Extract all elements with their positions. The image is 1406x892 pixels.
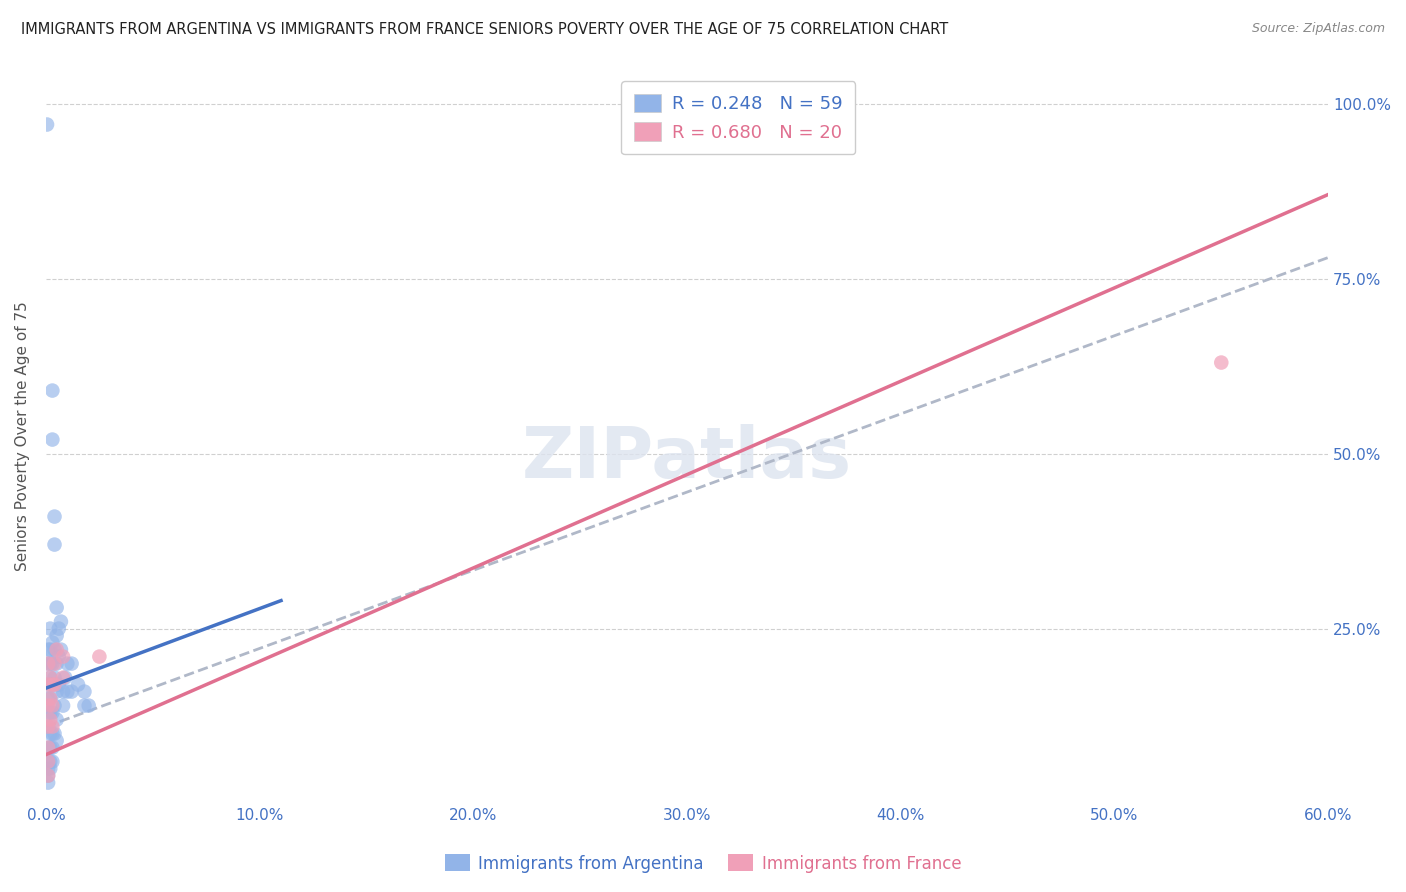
Point	[89, 649, 111, 664]
Point	[39, 706, 62, 720]
Point	[37, 720, 59, 734]
Point	[39, 671, 62, 685]
Point	[44, 671, 66, 685]
Point	[39, 691, 62, 706]
Point	[41, 706, 63, 720]
Point	[66, 677, 89, 691]
Point	[39, 755, 62, 769]
Point	[37, 691, 59, 706]
Point	[41, 740, 63, 755]
Text: ZIPatlas: ZIPatlas	[522, 424, 852, 492]
Point	[73, 698, 96, 713]
Point	[45, 684, 67, 698]
Point	[35, 118, 58, 132]
Point	[1211, 355, 1233, 369]
Point	[52, 671, 75, 685]
Point	[39, 657, 62, 671]
Point	[60, 657, 83, 671]
Point	[37, 698, 59, 713]
Point	[37, 775, 59, 789]
Point	[44, 726, 66, 740]
Point	[45, 629, 67, 643]
Legend: R = 0.248   N = 59, R = 0.680   N = 20: R = 0.248 N = 59, R = 0.680 N = 20	[621, 81, 855, 154]
Point	[44, 657, 66, 671]
Point	[41, 635, 63, 649]
Point	[49, 615, 72, 629]
Point	[44, 677, 66, 691]
Point	[45, 600, 67, 615]
Point	[45, 642, 67, 657]
Point	[37, 706, 59, 720]
Point	[39, 642, 62, 657]
Legend: Immigrants from Argentina, Immigrants from France: Immigrants from Argentina, Immigrants fr…	[437, 847, 969, 880]
Point	[39, 622, 62, 636]
Point	[44, 642, 66, 657]
Point	[56, 684, 79, 698]
Point	[77, 698, 100, 713]
Point	[48, 677, 70, 691]
Point	[60, 684, 83, 698]
Point	[37, 740, 59, 755]
Text: IMMIGRANTS FROM ARGENTINA VS IMMIGRANTS FROM FRANCE SENIORS POVERTY OVER THE AGE: IMMIGRANTS FROM ARGENTINA VS IMMIGRANTS …	[21, 22, 948, 37]
Point	[73, 684, 96, 698]
Point	[39, 762, 62, 776]
Point	[39, 726, 62, 740]
Point	[37, 677, 59, 691]
Point	[37, 642, 59, 657]
Point	[44, 698, 66, 713]
Point	[52, 684, 75, 698]
Point	[49, 642, 72, 657]
Point	[52, 649, 75, 664]
Point	[41, 677, 63, 691]
Point	[41, 720, 63, 734]
Point	[37, 720, 59, 734]
Point	[37, 762, 59, 776]
Point	[37, 769, 59, 783]
Point	[39, 740, 62, 755]
Point	[37, 657, 59, 671]
Point	[41, 726, 63, 740]
Point	[41, 433, 63, 447]
Point	[37, 755, 59, 769]
Point	[37, 769, 59, 783]
Point	[37, 677, 59, 691]
Point	[45, 713, 67, 727]
Y-axis label: Seniors Poverty Over the Age of 75: Seniors Poverty Over the Age of 75	[15, 301, 30, 571]
Point	[53, 671, 76, 685]
Point	[44, 538, 66, 552]
Point	[37, 657, 59, 671]
Point	[45, 657, 67, 671]
Point	[41, 657, 63, 671]
Point	[41, 677, 63, 691]
Point	[39, 691, 62, 706]
Point	[45, 733, 67, 747]
Point	[41, 755, 63, 769]
Point	[41, 698, 63, 713]
Point	[48, 622, 70, 636]
Point	[37, 740, 59, 755]
Point	[48, 649, 70, 664]
Point	[56, 657, 79, 671]
Text: Source: ZipAtlas.com: Source: ZipAtlas.com	[1251, 22, 1385, 36]
Point	[37, 755, 59, 769]
Point	[44, 509, 66, 524]
Point	[52, 698, 75, 713]
Point	[39, 671, 62, 685]
Point	[41, 384, 63, 398]
Point	[39, 713, 62, 727]
